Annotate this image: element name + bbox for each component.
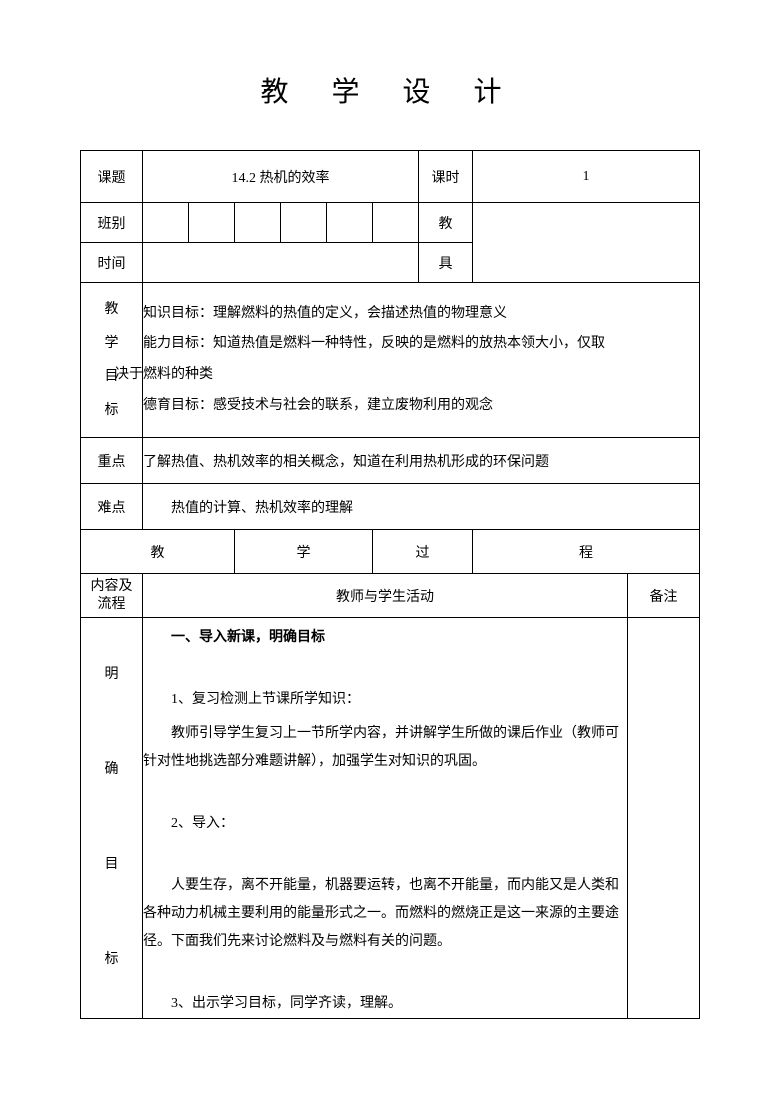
label-activity: 教师与学生活动 [143, 574, 628, 618]
body-para-2: 教师引导学生复习上一节所学内容，并讲解学生所做的课后作业（教师可针对性地挑选部分… [143, 720, 627, 776]
label-tool-top: 教 [419, 203, 473, 243]
flow-line-1: 内容及 [91, 579, 133, 594]
goal-knowledge: 知识目标：理解燃料的热值的定义，会描述热值的物理意义 [143, 299, 699, 330]
goal-ability-1: 能力目标：知道热值是燃料一种特性，反映的是燃料的放热本领大小，仅取 [143, 329, 699, 360]
value-topic: 14.2 热机的效率 [143, 151, 419, 203]
goals-char-4: 标 [105, 394, 119, 428]
class-cell-2 [189, 203, 235, 243]
difficulty-content: 热值的计算、热机效率的理解 [143, 484, 700, 530]
class-cell-3 [235, 203, 281, 243]
label-keypoint: 重点 [81, 438, 143, 484]
side-char-1: 明 [105, 653, 119, 698]
side-char-3: 目 [105, 843, 119, 888]
goals-content: 知识目标：理解燃料的热值的定义，会描述热值的物理意义 能力目标：知道热值是燃料一… [143, 283, 700, 438]
flow-line-2: 流程 [98, 597, 126, 612]
body-para-4: 人要生存，离不开能量，机器要运转，也离不开能量，而内能又是人类和各种动力机械主要… [143, 872, 627, 956]
notes-cell [628, 618, 700, 1019]
lesson-plan-table: 课题 14.2 热机的效率 课时 1 班别 教 时间 具 教 学 目 标 知识目… [80, 150, 700, 1019]
label-clarify-goals: 明 确 目 标 [81, 618, 143, 1019]
page-title: 教 学 设 计 [80, 70, 700, 110]
tools-value [473, 203, 700, 283]
label-topic: 课题 [81, 151, 143, 203]
keypoint-content: 了解热值、热机效率的相关概念，知道在利用热机形成的环保问题 [143, 438, 700, 484]
class-cell-6 [373, 203, 419, 243]
goals-char-1: 教 [105, 293, 119, 327]
body-para-1: 1、复习检测上节课所学知识： [143, 686, 627, 714]
label-class: 班别 [81, 203, 143, 243]
label-difficulty: 难点 [81, 484, 143, 530]
goal-moral: 德育目标：感受技术与社会的联系，建立废物利用的观念 [143, 391, 699, 422]
label-flow: 内容及 流程 [81, 574, 143, 618]
body-para-3: 2、导入： [143, 810, 627, 838]
label-period: 课时 [419, 151, 473, 203]
process-char-4: 程 [473, 530, 700, 574]
label-notes: 备注 [628, 574, 700, 618]
side-char-2: 确 [105, 748, 119, 793]
activity-content: 一、导入新课，明确目标 1、复习检测上节课所学知识： 教师引导学生复习上一节所学… [143, 618, 628, 1019]
value-period: 1 [473, 151, 700, 203]
body-heading-1: 一、导入新课，明确目标 [143, 624, 627, 652]
body-para-5: 3、出示学习目标，同学齐读，理解。 [143, 990, 627, 1018]
label-time: 时间 [81, 243, 143, 283]
label-tool-bottom: 具 [419, 243, 473, 283]
goals-char-2: 学 [105, 327, 119, 361]
side-char-4: 标 [105, 938, 119, 983]
class-cell-5 [327, 203, 373, 243]
class-cell-1 [143, 203, 189, 243]
class-cell-4 [281, 203, 327, 243]
process-char-1: 教 [81, 530, 235, 574]
process-char-2: 学 [235, 530, 373, 574]
time-value [143, 243, 419, 283]
process-char-3: 过 [373, 530, 473, 574]
goal-ability-2: 决于燃料的种类 [143, 360, 699, 391]
